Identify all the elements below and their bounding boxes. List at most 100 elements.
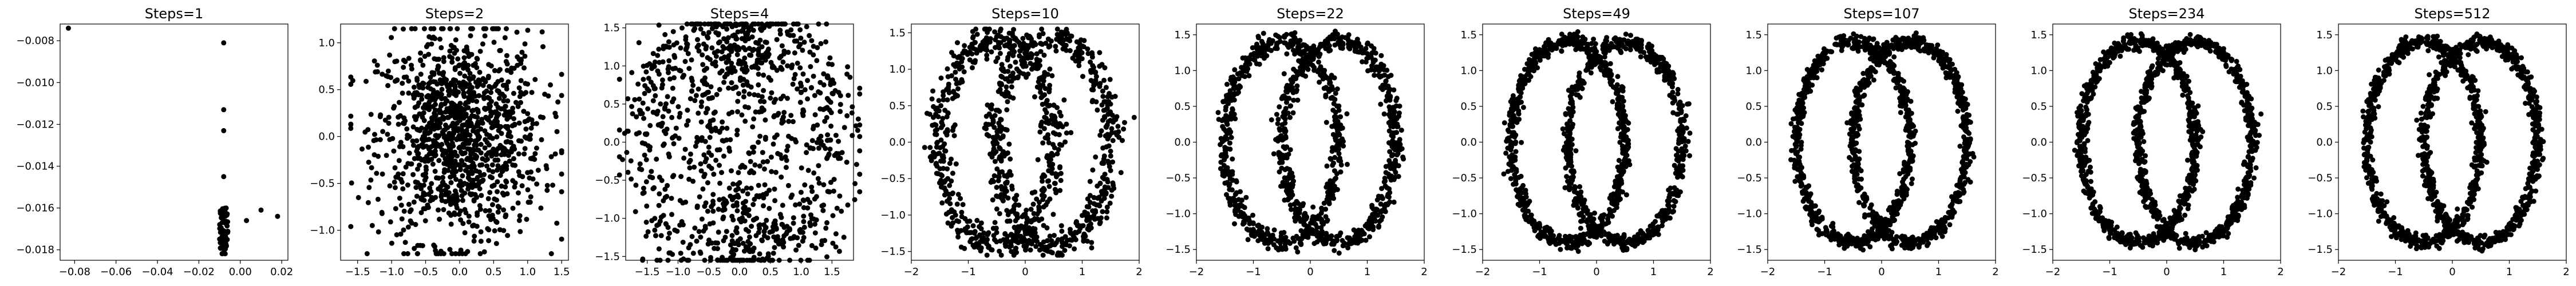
data-point [559,189,564,194]
data-point [414,90,420,96]
data-point [710,198,716,204]
data-point [1295,236,1301,241]
data-point [706,164,712,169]
data-point [658,101,663,107]
data-point [514,29,520,35]
data-point [783,165,789,170]
data-point [1020,239,1025,245]
data-point [922,145,927,150]
data-point [739,36,745,41]
data-point [436,57,442,62]
data-point [800,71,806,77]
data-point [754,57,760,63]
data-point [1031,210,1037,216]
data-point [1292,51,1298,57]
data-point [995,32,1001,38]
data-point [486,227,492,233]
data-point [441,207,447,212]
data-point [1022,231,1028,236]
data-point [380,72,385,77]
data-point [643,179,649,185]
data-point [528,194,534,200]
data-point [453,177,459,182]
data-point [1063,31,1069,37]
data-point [710,208,716,214]
x-tick-label: −0.5 [696,266,721,278]
data-point [637,130,642,136]
data-point [366,185,372,190]
data-point [729,233,735,239]
data-point [440,174,445,180]
data-point [511,156,516,161]
data-point [947,196,953,201]
data-point [447,26,453,31]
data-point [1386,174,1392,180]
data-point [475,114,480,120]
data-point [534,145,539,151]
data-point [815,176,821,181]
data-point [418,195,424,201]
data-point [661,142,666,148]
data-point [1020,55,1025,61]
data-point [521,65,527,71]
data-point [1351,227,1357,233]
y-tick-label: 0.0 [889,137,906,149]
data-point [630,111,635,117]
data-point [773,225,779,231]
data-point [397,196,402,201]
data-point [1099,128,1104,134]
data-point [465,175,471,181]
data-point [819,238,825,244]
data-point [1271,242,1277,248]
data-point [680,74,686,80]
data-point [516,151,521,157]
data-point [1298,69,1303,75]
data-point [1386,120,1392,126]
data-point [798,189,804,195]
data-point [701,41,706,47]
data-point [785,182,791,188]
data-point [1397,104,1402,109]
data-point [368,112,374,117]
data-point [989,177,995,183]
data-point [1010,74,1016,80]
data-point [1275,238,1281,244]
data-point [784,157,789,163]
data-point [372,152,377,158]
data-point [730,181,736,187]
data-point [998,26,1003,32]
data-point [694,239,700,244]
data-point [943,148,949,154]
data-point [456,109,461,114]
data-point [420,80,426,86]
data-point [453,200,459,205]
data-point [413,117,418,122]
data-point [696,48,702,54]
data-point [1060,236,1065,242]
data-point [452,50,457,56]
data-point [1317,80,1322,85]
data-point [811,73,816,79]
data-point [461,90,467,96]
data-point [700,186,706,192]
data-point [489,202,495,208]
data-point [700,62,706,67]
data-point [743,63,749,69]
data-point [1091,83,1097,89]
data-point [666,154,672,160]
data-point [416,100,422,106]
data-point [702,92,708,97]
panel-title: Steps=2 [425,6,484,22]
data-point [724,72,729,77]
data-point [812,196,817,202]
data-point [1267,236,1273,242]
data-point [1104,215,1109,221]
data-point [1279,122,1285,128]
data-point [1089,245,1095,251]
data-point [728,137,733,142]
data-point [473,138,479,144]
data-point [645,229,651,235]
data-point [499,183,504,189]
data-point [440,179,446,185]
data-point [688,157,693,163]
